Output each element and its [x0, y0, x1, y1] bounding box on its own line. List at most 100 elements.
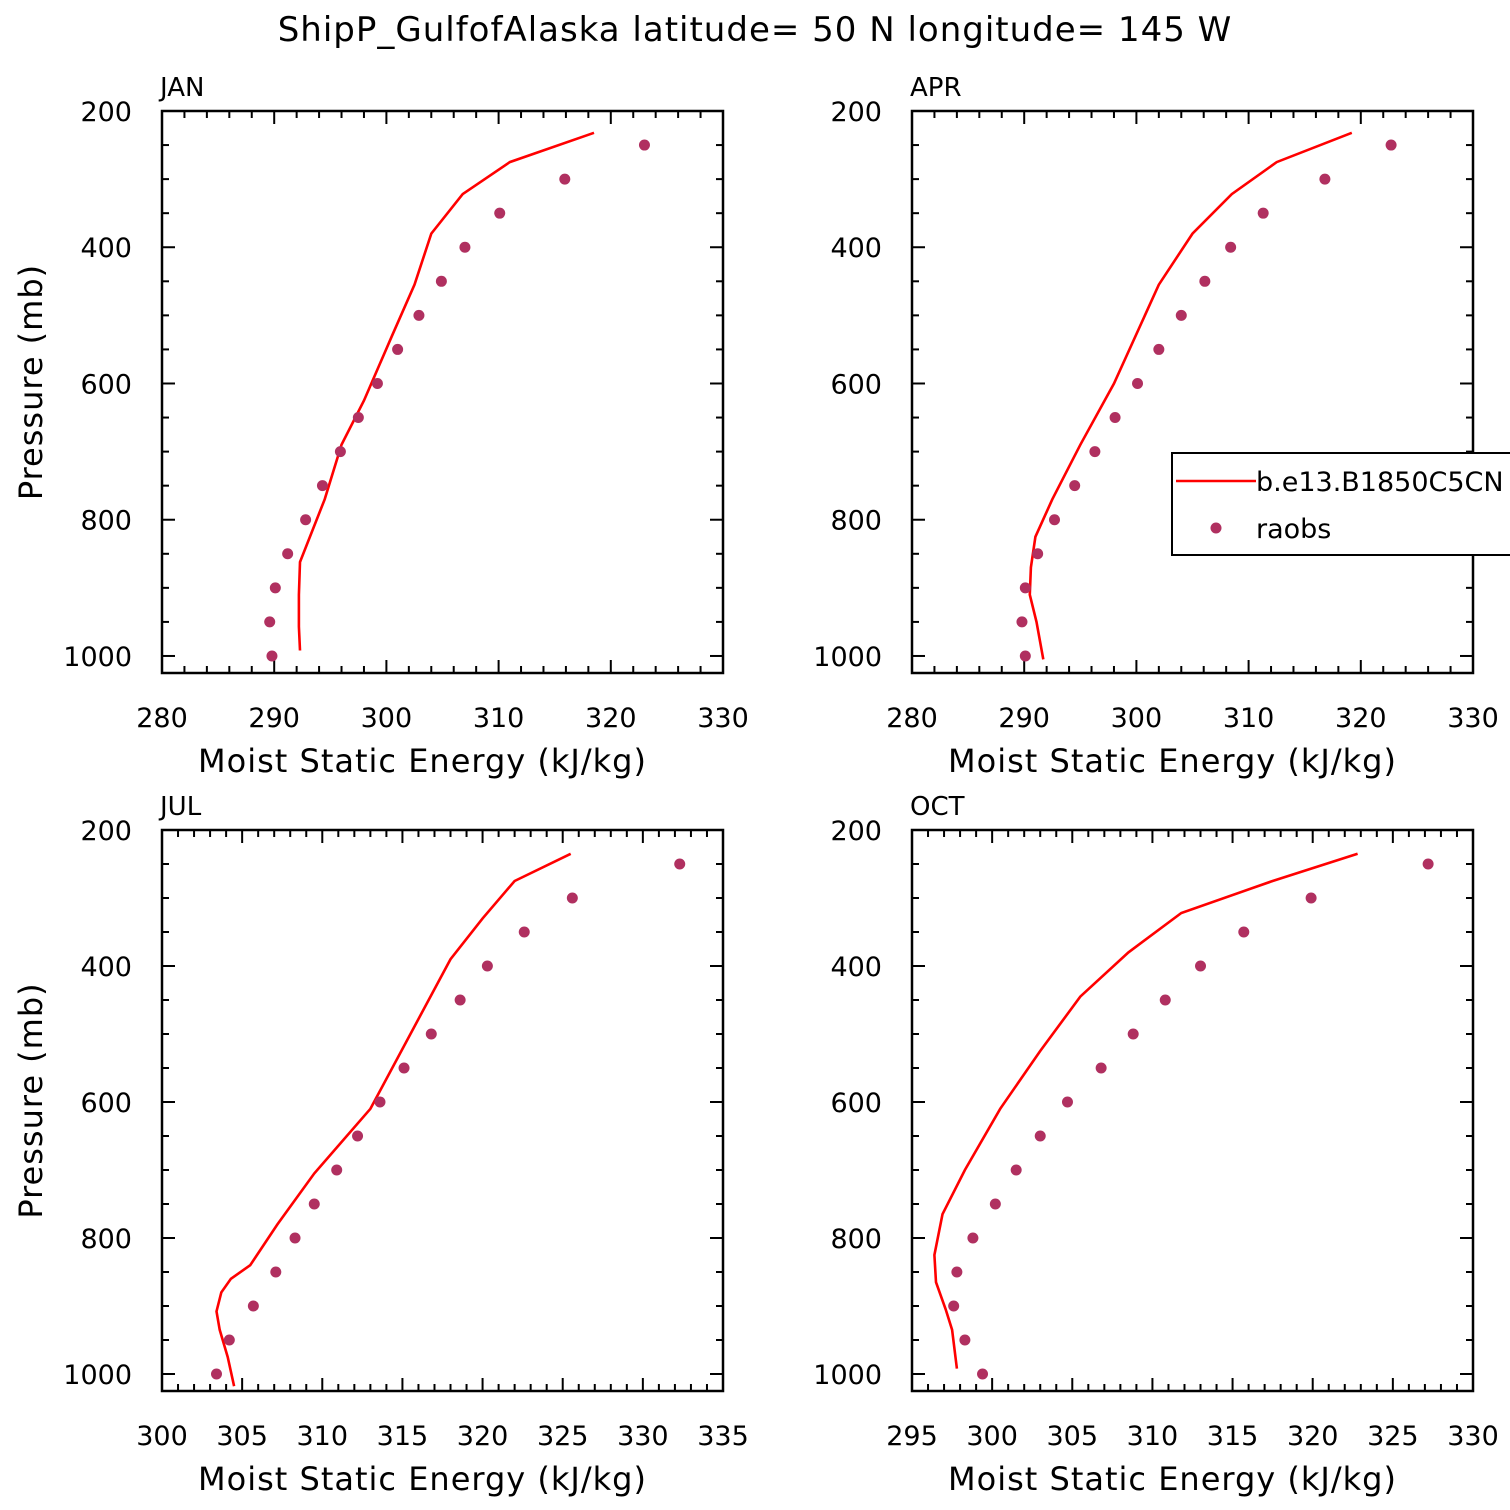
raobs-point: [977, 1368, 989, 1380]
raobs-point: [1385, 139, 1397, 151]
y-tick-label: 1000: [63, 1360, 132, 1391]
raobs-point: [331, 1164, 343, 1176]
y-tick-label: 800: [80, 1224, 132, 1255]
raobs-point: [1019, 650, 1031, 662]
x-tick-label: 300: [966, 1421, 1018, 1452]
x-tick-label: 330: [697, 703, 749, 734]
raobs-point: [282, 548, 294, 560]
raobs-point: [1132, 377, 1144, 389]
plot-frame: [160, 828, 725, 1393]
raobs-point: [1109, 412, 1121, 424]
x-tick-label: 325: [1367, 1421, 1419, 1452]
x-tick-label: 330: [1447, 1421, 1499, 1452]
x-tick-label: 310: [473, 703, 525, 734]
x-tick-label: 330: [1447, 703, 1499, 734]
panel-apr: 280 290 300 310 320 330 200 400 600 800 1000 APR Moi…: [813, 73, 1498, 780]
raobs-point: [1034, 1130, 1046, 1142]
model-series-line: [1028, 131, 1353, 660]
x-axis-label: Moist Static Energy (kJ/kg): [948, 1460, 1397, 1498]
panel-month-label: APR: [910, 73, 962, 103]
y-axis-label: Pressure (mb): [12, 264, 50, 500]
model-series-line: [933, 852, 1358, 1369]
y-tick-label: 1000: [63, 642, 132, 673]
raobs-point: [435, 275, 447, 287]
y-tick-label: 200: [80, 97, 132, 128]
raobs-point: [352, 412, 364, 424]
raobs-point: [638, 139, 650, 151]
raobs-point: [1032, 548, 1044, 560]
y-tick-label: 1000: [813, 642, 882, 673]
x-tick-label: 305: [1047, 1421, 1099, 1452]
panel-oct: 295 300 305 310 315 320 325 330 200 400 600 800 1000…: [813, 792, 1498, 1498]
y-tick-label: 1000: [813, 1360, 882, 1391]
raobs-point: [1199, 275, 1211, 287]
y-tick-label: 200: [80, 816, 132, 847]
plot-frame: [910, 828, 1475, 1393]
x-axis-label: Moist Static Energy (kJ/kg): [948, 742, 1397, 780]
raobs-point: [1019, 582, 1031, 594]
y-tick-label: 800: [80, 506, 132, 537]
x-axis-label: Moist Static Energy (kJ/kg): [198, 1460, 647, 1498]
x-tick-label: 310: [297, 1421, 349, 1452]
raobs-point: [1159, 994, 1171, 1006]
raobs-point: [674, 858, 686, 870]
y-tick-label: 600: [830, 369, 882, 400]
x-tick-label: 280: [136, 703, 188, 734]
plot-frame: [160, 109, 725, 675]
x-tick-label: 310: [1127, 1421, 1179, 1452]
raobs-point: [1257, 207, 1269, 219]
raobs-point: [1089, 446, 1101, 458]
raobs-point: [967, 1232, 979, 1244]
y-tick-label: 800: [830, 506, 882, 537]
raobs-point: [951, 1266, 963, 1278]
y-axis-label: Pressure (mb): [12, 982, 50, 1218]
raobs-point: [425, 1028, 437, 1040]
x-tick-label: 315: [377, 1421, 429, 1452]
x-tick-label: 300: [361, 703, 413, 734]
y-tick-label: 600: [80, 1088, 132, 1119]
raobs-point: [374, 1096, 386, 1108]
panel-month-label: JAN: [158, 73, 204, 103]
x-tick-label: 300: [1111, 703, 1163, 734]
raobs-point: [1069, 480, 1081, 492]
raobs-point: [266, 650, 278, 662]
raobs-point: [210, 1368, 222, 1380]
raobs-point: [566, 892, 578, 904]
panel-jul: 300 305 310 315 320 325 330 335 200 400 600 800 1000…: [12, 792, 749, 1498]
raobs-point: [223, 1334, 235, 1346]
x-tick-label: 320: [457, 1421, 509, 1452]
raobs-point: [948, 1300, 960, 1312]
raobs-point: [959, 1334, 971, 1346]
raobs-point: [270, 1266, 282, 1278]
x-tick-label: 295: [886, 1421, 938, 1452]
raobs-point: [1048, 514, 1060, 526]
x-tick-label: 335: [697, 1421, 749, 1452]
raobs-point: [316, 480, 328, 492]
x-tick-label: 320: [1335, 703, 1387, 734]
legend-raobs-label: raobs: [1256, 514, 1331, 545]
x-tick-label: 300: [136, 1421, 188, 1452]
panel-jan: 280 290 300 310 320 330 200 400 600 800 1000 JAN Moi…: [12, 73, 749, 780]
x-tick-label: 315: [1207, 1421, 1259, 1452]
raobs-point: [371, 377, 383, 389]
raobs-point: [454, 994, 466, 1006]
raobs-point: [1305, 892, 1317, 904]
y-tick-label: 800: [830, 1224, 882, 1255]
raobs-point: [459, 241, 471, 253]
y-tick-label: 600: [80, 369, 132, 400]
raobs-point: [1238, 926, 1250, 938]
raobs-point: [1010, 1164, 1022, 1176]
raobs-point: [494, 207, 506, 219]
y-tick-label: 400: [830, 952, 882, 983]
x-tick-label: 280: [886, 703, 938, 734]
raobs-point: [1016, 616, 1028, 628]
legend: b.e13.B1850C5CN raobs: [1171, 452, 1510, 556]
raobs-point: [308, 1198, 320, 1210]
x-tick-label: 290: [248, 703, 300, 734]
y-tick-label: 400: [80, 952, 132, 983]
model-series-line: [215, 852, 572, 1387]
x-tick-label: 325: [537, 1421, 589, 1452]
x-axis-label: Moist Static Energy (kJ/kg): [198, 742, 647, 780]
y-tick-label: 200: [830, 816, 882, 847]
panel-month-label: JUL: [158, 792, 202, 822]
